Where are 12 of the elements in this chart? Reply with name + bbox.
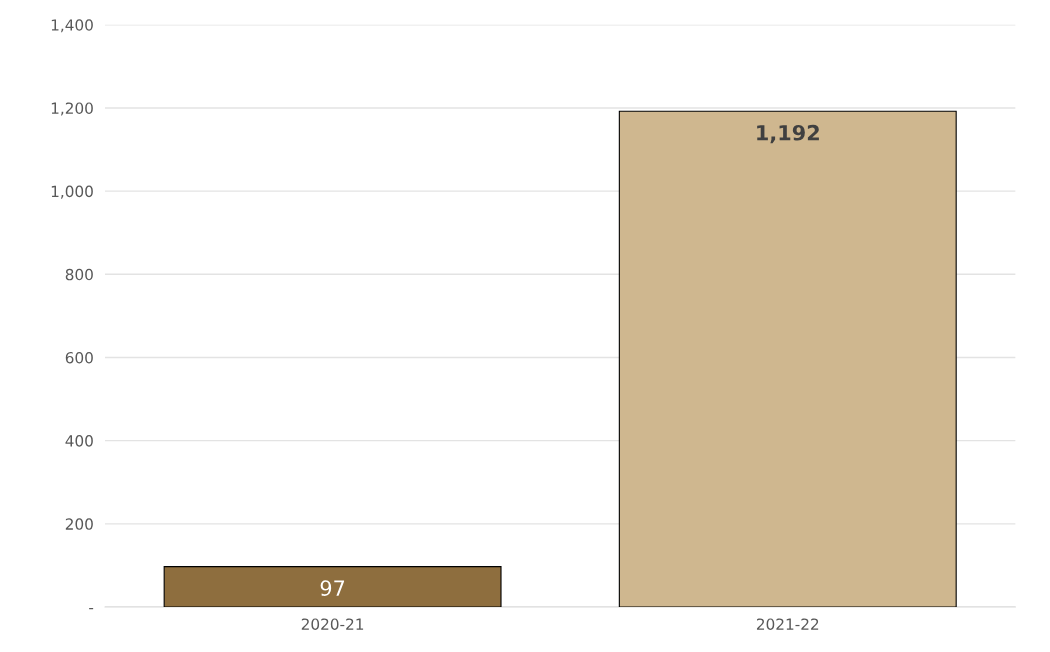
- y-tick-label: 600: [65, 351, 93, 364]
- y-tick-label: 400: [65, 435, 93, 447]
- y-tick-label: 1,000: [51, 185, 93, 199]
- x-tick-label: 2020-21: [301, 618, 364, 630]
- x-tick-label: 2021-22: [756, 618, 819, 630]
- y-tick-label: 200: [65, 518, 93, 530]
- y-tick-label: 800: [65, 268, 93, 281]
- data-label: 97: [320, 580, 345, 597]
- data-label: 1,192: [757, 124, 819, 144]
- y-tick-label: 1,400: [51, 19, 93, 33]
- y-tick-label: -: [89, 608, 94, 610]
- y-tick-label: 1,200: [51, 102, 93, 116]
